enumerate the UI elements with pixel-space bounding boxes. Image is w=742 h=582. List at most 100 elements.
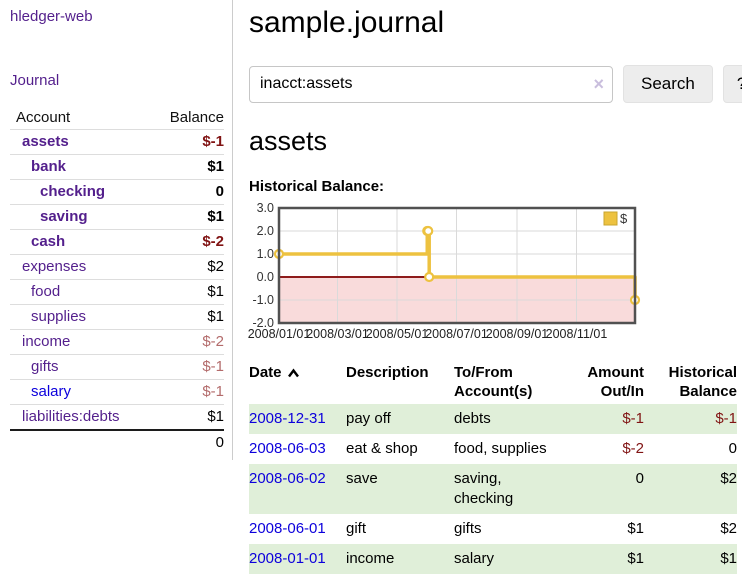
data-point-marker — [424, 271, 435, 283]
account-link[interactable]: salary — [31, 383, 72, 400]
transaction-balance: 0 — [728, 440, 737, 457]
transaction-date-link[interactable]: 2008-12-31 — [249, 410, 326, 427]
sidebar: hledger-web Journal Account Balance asse… — [0, 0, 233, 460]
transaction-amount: 0 — [635, 470, 644, 487]
x-axis-tick-label: 2008/09/01 — [486, 327, 549, 341]
account-row: gifts $-1 — [10, 354, 224, 380]
y-axis-tick-label: 3.0 — [257, 201, 274, 215]
transaction-description: save — [346, 470, 378, 487]
account-link[interactable]: gifts — [31, 358, 59, 375]
transaction-description: eat & shop — [346, 440, 418, 457]
transaction-balance: $2 — [720, 520, 737, 537]
register-header-row: Date Description To/From Account(s) Amou… — [249, 360, 737, 404]
chart-heading: Historical Balance: — [249, 178, 385, 195]
transaction-balance: $-1 — [715, 410, 737, 427]
account-balance: $-2 — [153, 229, 224, 255]
account-balance: 0 — [153, 179, 224, 205]
transaction-date-link[interactable]: 2008-01-01 — [249, 550, 326, 567]
transaction-row: 2008-06-01 gift gifts $1 $2 — [249, 514, 737, 544]
account-row: bank $1 — [10, 154, 224, 180]
transaction-description: income — [346, 550, 395, 567]
account-row: food $1 — [10, 279, 224, 305]
transaction-amount: $-1 — [622, 410, 644, 427]
account-link[interactable]: liabilities:debts — [22, 408, 120, 425]
register-header-description: Description — [346, 364, 429, 381]
accounts-balance-table: Account Balance assets $-1 bank $1 checking 0… — [10, 106, 224, 455]
y-axis-tick-label: -2.0 — [252, 316, 274, 330]
account-row: income $-2 — [10, 329, 224, 355]
y-axis-tick-label: 1.0 — [257, 247, 274, 261]
data-point-marker — [423, 225, 434, 237]
transaction-date-link[interactable]: 2008-06-02 — [249, 470, 326, 487]
search-box: × — [249, 65, 613, 103]
account-link[interactable]: assets — [22, 133, 69, 150]
transaction-balance: $2 — [720, 470, 737, 487]
accounts-table-header-row: Account Balance — [10, 106, 224, 130]
account-link[interactable]: checking — [40, 183, 106, 200]
transaction-row: 2008-01-01 income salary $1 $1 — [249, 544, 737, 574]
x-axis-tick-label: 2008/01/01 — [248, 327, 311, 341]
register-header-amount: Amount Out/In — [587, 364, 644, 400]
transaction-accounts: gifts — [454, 520, 482, 537]
x-axis-tick-label: 2008/03/01 — [306, 327, 369, 341]
accounts-header-account: Account — [10, 106, 154, 130]
account-row: supplies $1 — [10, 304, 224, 330]
transaction-description: gift — [346, 520, 367, 537]
account-balance: $-1 — [153, 354, 224, 380]
sidebar-item-journal[interactable]: Journal — [10, 72, 60, 89]
help-button[interactable]: ? — [722, 65, 742, 103]
register-table: Date Description To/From Account(s) Amou… — [249, 360, 737, 574]
plot-border — [277, 206, 637, 325]
accounts-table-body: assets $-1 bank $1 checking 0 saving $1 cash $-2 e… — [10, 129, 224, 431]
main-content: sample.journal × Search ? assets Histori… — [233, 0, 742, 574]
legend-label: $ — [620, 211, 628, 226]
app-brand-link[interactable]: hledger-web — [10, 8, 93, 25]
register-header-accounts: To/From Account(s) — [454, 364, 533, 400]
page-title: sample.journal — [249, 6, 445, 39]
account-balance: $-1 — [153, 379, 224, 405]
account-link[interactable]: saving — [40, 208, 88, 225]
transaction-date-link[interactable]: 2008-06-03 — [249, 440, 326, 457]
account-link[interactable]: food — [31, 283, 61, 300]
account-row: expenses $2 — [10, 254, 224, 280]
account-balance: $1 — [153, 154, 224, 180]
account-link[interactable]: income — [22, 333, 71, 350]
transaction-amount: $-2 — [622, 440, 644, 457]
accounts-total-balance: 0 — [153, 429, 224, 455]
account-row: salary $-1 — [10, 379, 224, 405]
account-balance: $1 — [153, 304, 224, 330]
account-row: saving $1 — [10, 204, 224, 230]
transaction-date-link[interactable]: 2008-06-01 — [249, 520, 326, 537]
transaction-amount: $1 — [627, 550, 644, 567]
register-table-body: 2008-12-31 pay off debts $-1 $-1 2008-06-03 ea… — [249, 404, 737, 574]
transaction-description: pay off — [346, 410, 391, 427]
search-input[interactable] — [249, 65, 613, 103]
transaction-accounts: saving, checking — [454, 470, 514, 507]
accounts-total-row: 0 — [10, 429, 224, 455]
account-row: checking 0 — [10, 179, 224, 205]
account-row: liabilities:debts $1 — [10, 404, 224, 431]
account-row: assets $-1 — [10, 129, 224, 155]
y-axis-tick-label: 2.0 — [257, 224, 274, 238]
clear-search-icon[interactable]: × — [593, 73, 604, 94]
transaction-row: 2008-06-02 save saving, checking 0 $2 — [249, 464, 737, 514]
sort-ascending-icon — [287, 368, 299, 378]
account-balance: $-1 — [153, 129, 224, 155]
account-balance: $1 — [153, 279, 224, 305]
search-form: × Search ? — [249, 65, 742, 103]
account-balance: $2 — [153, 254, 224, 280]
account-heading: assets — [249, 126, 328, 156]
search-button[interactable]: Search — [623, 65, 713, 103]
account-link[interactable]: bank — [31, 158, 67, 175]
account-balance: $1 — [153, 204, 224, 230]
account-balance: $1 — [153, 404, 224, 431]
register-header-balance: Historical Balance — [668, 364, 737, 400]
register-header-date[interactable]: Date — [249, 360, 346, 404]
y-axis-tick-label: 0.0 — [257, 270, 274, 284]
account-link[interactable]: supplies — [31, 308, 87, 325]
transaction-accounts: salary — [454, 550, 495, 567]
account-link[interactable]: expenses — [22, 258, 87, 275]
transaction-accounts: debts — [454, 410, 491, 427]
account-link[interactable]: cash — [31, 233, 66, 250]
